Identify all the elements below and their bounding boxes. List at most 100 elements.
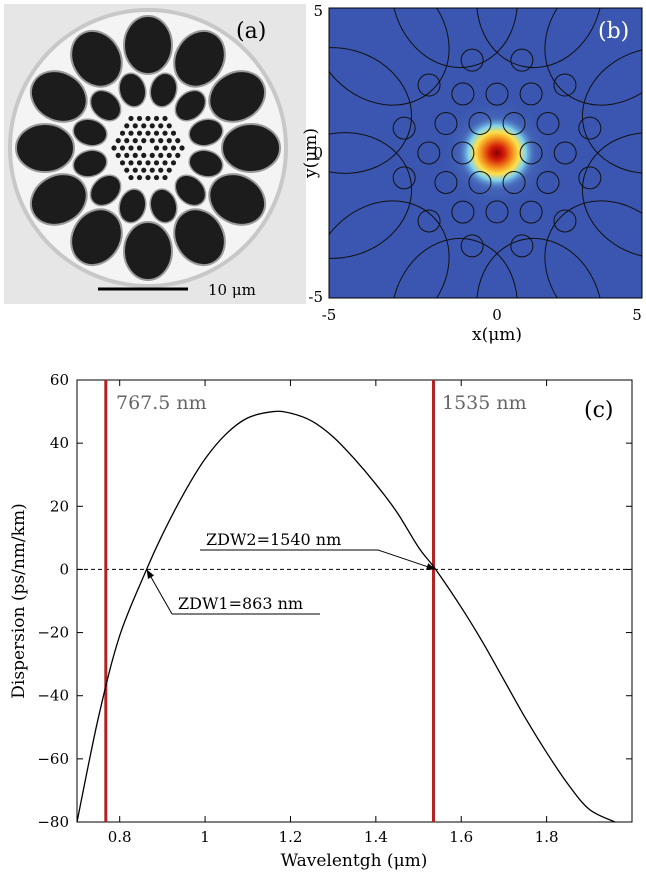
hole-contour [536,112,560,136]
core-air-hole [166,152,172,158]
outer-hole-contour [476,8,603,69]
zdw1-arrowhead [146,569,155,579]
core-air-hole [162,160,168,166]
middle-air-hole [188,149,224,178]
core-air-hole [170,130,177,136]
hole-contour [460,48,484,72]
hole-contour [519,82,543,106]
hole-contour [502,171,526,195]
y-tick-label: −80 [37,813,69,831]
hole-contour [578,116,602,140]
core-air-hole [136,115,143,122]
outer-air-hole [221,123,281,173]
hole-contour [519,200,543,224]
outer-hole-contour [544,8,642,106]
hole-contour [417,141,441,165]
x-tick-label: 1 [200,828,210,846]
core-air-hole [153,115,160,122]
core-air-hole [119,145,126,151]
mode-field-plot: 5 0 -5 -5 0 5 x(μm) y(μm) (b) [301,2,643,345]
core-air-hole [141,152,147,158]
core-air-hole [166,123,172,129]
core-air-hole [115,138,121,144]
b-ytick-mid: 0 [313,144,323,162]
core-air-hole [145,115,151,122]
core-air-hole [162,145,168,151]
hole-contour [553,73,577,97]
middle-air-hole [118,72,147,108]
core-air-hole [119,160,126,166]
core-air-hole [170,145,177,151]
hole-contour [485,82,509,106]
hole-contour [417,209,441,233]
outer-air-hole [208,70,267,123]
outer-hole-contour [329,200,450,298]
core-air-hole [124,123,130,129]
core-air-hole [124,167,130,173]
fiber-outer-ring [12,12,284,284]
core-air-hole [153,145,160,151]
core-hole-contours [392,48,602,258]
core-air-hole [149,167,155,173]
hole-contour [434,170,458,194]
outer-hole-contour [476,237,603,298]
middle-air-hole [174,89,207,122]
marker-label-767: 767.5 nm [116,392,207,414]
scale-bar-label: 10 μm [208,281,256,299]
core-air-hole [145,130,151,136]
panel-b-label: (b) [598,19,629,44]
core-air-hole [179,145,185,151]
core-air-hole [153,160,160,166]
outer-hole-contour [544,200,642,298]
hole-contour [468,171,492,195]
b-xtick-left: -5 [322,306,337,324]
hole-contour [460,234,484,258]
dispersion-chart: 0.8 1 1.2 1.4 1.6 1.8 −80 −60 −40 −20 0 20 40 60 767.… [9,371,633,871]
y-tick-label: 40 [50,434,69,452]
x-tick-label: 1.4 [364,828,388,846]
core-air-hole [158,167,164,173]
hole-contour [553,141,577,165]
core-air-hole [136,174,143,181]
outer-air-hole [70,208,123,267]
hole-contour [510,234,534,258]
middle-air-hole [72,149,108,178]
zdw1-label: ZDW1=863 nm [178,594,303,613]
y-tick-label: 20 [50,497,69,515]
y-tick-label: −20 [37,624,69,642]
core-air-hole [141,138,147,144]
outer-air-hole [70,29,123,88]
outer-air-hole [29,173,88,226]
core-air-hole [128,160,134,166]
outer-hole-contour [329,8,450,106]
core-air-hole [162,130,168,136]
fiber-contour-lines [329,8,642,298]
chart-frame [76,379,633,823]
core-air-hole [145,160,151,166]
outer-air-hole [173,208,226,267]
hole-contour [417,73,441,97]
middle-air-hole [174,174,207,207]
dispersion-curve [76,410,616,823]
core-air-hole [132,138,138,144]
outer-hole-contour [329,132,413,259]
core-air-hole [128,115,134,122]
hole-contour [451,141,475,165]
x-tick-label: 0.8 [108,828,132,846]
b-x-axis-label: x(μm) [472,325,522,345]
core-air-hole [166,167,172,173]
core-air-hole [128,130,134,136]
hole-contour [553,209,577,233]
core-air-hole [136,160,143,166]
hole-contour [510,48,534,72]
core-air-hole [166,138,172,144]
core-air-hole [136,130,143,136]
chart-ticks: 0.8 1 1.2 1.4 1.6 1.8 −80 −60 −40 −20 0 20 40 60 [37,371,632,846]
outer-air-hole [123,221,173,281]
outer-air-hole [173,29,226,88]
core-air-hole [119,130,126,136]
outer-hole-contour [581,132,642,259]
core-air-hole [141,123,147,129]
zdw2-arrow [377,549,436,570]
